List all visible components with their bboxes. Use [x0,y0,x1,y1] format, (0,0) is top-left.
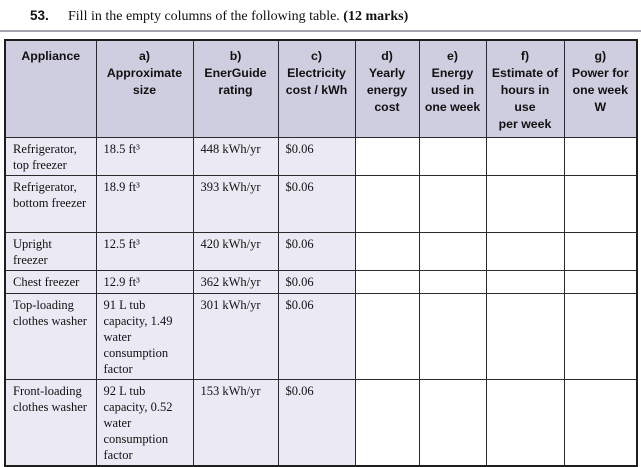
cost-cell: $0.06 [277,379,356,467]
fill-in-cell-energy-week [418,137,487,176]
cost-cell: $0.06 [277,175,356,233]
header-appliance: Appliance [4,39,97,138]
header-yearly-energy-cost: d) Yearly energy cost [354,39,420,138]
appliance-cell: Front-loading clothes washer [4,379,97,467]
fill-in-cell-hours [485,379,565,467]
table-row: Refrigerator, top freezer 18.5 ft³ 448 k… [4,137,638,176]
fill-in-cell-energy-week [418,293,487,380]
fill-in-cell-power [563,270,638,294]
table-row: Top-loading clothes washer 91 L tub capa… [4,293,638,380]
rating-cell: 301 kWh/yr [192,293,279,380]
rating-cell: 153 kWh/yr [192,379,279,467]
question-line: 53. Fill in the empty columns of the foll… [30,7,630,26]
cost-cell: $0.06 [277,293,356,380]
appliance-cell: Upright freezer [4,232,97,271]
fill-in-cell-energy-week [418,175,487,233]
fill-in-cell-yearly-cost [354,270,420,294]
rating-cell: 362 kWh/yr [192,270,279,294]
cost-cell: $0.06 [277,232,356,271]
question-number: 53. [30,8,49,23]
fill-in-cell-yearly-cost [354,232,420,271]
rating-cell: 420 kWh/yr [192,232,279,271]
appliance-cell: Refrigerator, top freezer [4,137,97,176]
fill-in-cell-power [563,379,638,467]
table-row: Chest freezer 12.9 ft³ 362 kWh/yr $0.06 [4,270,638,294]
fill-in-cell-yearly-cost [354,137,420,176]
header-energy-used-one-week: e) Energy used in one week [418,39,487,138]
fill-in-cell-hours [485,137,565,176]
appliance-cell: Chest freezer [4,270,97,294]
header-power-one-week: g) Power for one week W [563,39,638,138]
header-hours-in-use: f) Estimate of hours in use per week [485,39,565,138]
fill-in-cell-energy-week [418,379,487,467]
header-electricity-cost: c) Electricity cost / kWh [277,39,356,138]
fill-in-cell-power [563,293,638,380]
table-header-row: Appliance a) Approximate size b) EnerGui… [4,39,638,138]
rating-cell: 393 kWh/yr [192,175,279,233]
cost-cell: $0.06 [277,270,356,294]
table-row: Upright freezer 12.5 ft³ 420 kWh/yr $0.0… [4,232,638,271]
appliance-energy-table: Appliance a) Approximate size b) EnerGui… [4,39,638,467]
fill-in-cell-energy-week [418,270,487,294]
cost-cell: $0.06 [277,137,356,176]
size-cell: 18.5 ft³ [95,137,194,176]
fill-in-cell-hours [485,270,565,294]
divider-rule [0,30,641,32]
fill-in-cell-hours [485,175,565,233]
size-cell: 12.5 ft³ [95,232,194,271]
fill-in-cell-power [563,232,638,271]
fill-in-cell-hours [485,293,565,380]
size-cell: 18.9 ft³ [95,175,194,233]
rating-cell: 448 kWh/yr [192,137,279,176]
fill-in-cell-yearly-cost [354,293,420,380]
header-approximate-size: a) Approximate size [95,39,194,138]
fill-in-cell-energy-week [418,232,487,271]
question-marks: (12 marks) [343,9,409,24]
appliance-cell: Top-loading clothes washer [4,293,97,380]
size-cell: 92 L tub capacity, 0.52 water consumptio… [95,379,194,467]
fill-in-cell-yearly-cost [354,379,420,467]
fill-in-cell-yearly-cost [354,175,420,233]
header-energuide-rating: b) EnerGuide rating [192,39,279,138]
table-row: Front-loading clothes washer 92 L tub ca… [4,379,638,467]
table-row: Refrigerator, bottom freezer 18.9 ft³ 39… [4,175,638,233]
fill-in-cell-power [563,175,638,233]
question-text: Fill in the empty columns of the followi… [68,9,340,24]
fill-in-cell-power [563,137,638,176]
appliance-table-wrap: Appliance a) Approximate size b) EnerGui… [4,39,638,467]
fill-in-cell-hours [485,232,565,271]
appliance-cell: Refrigerator, bottom freezer [4,175,97,233]
size-cell: 12.9 ft³ [95,270,194,294]
size-cell: 91 L tub capacity, 1.49 water consumptio… [95,293,194,380]
